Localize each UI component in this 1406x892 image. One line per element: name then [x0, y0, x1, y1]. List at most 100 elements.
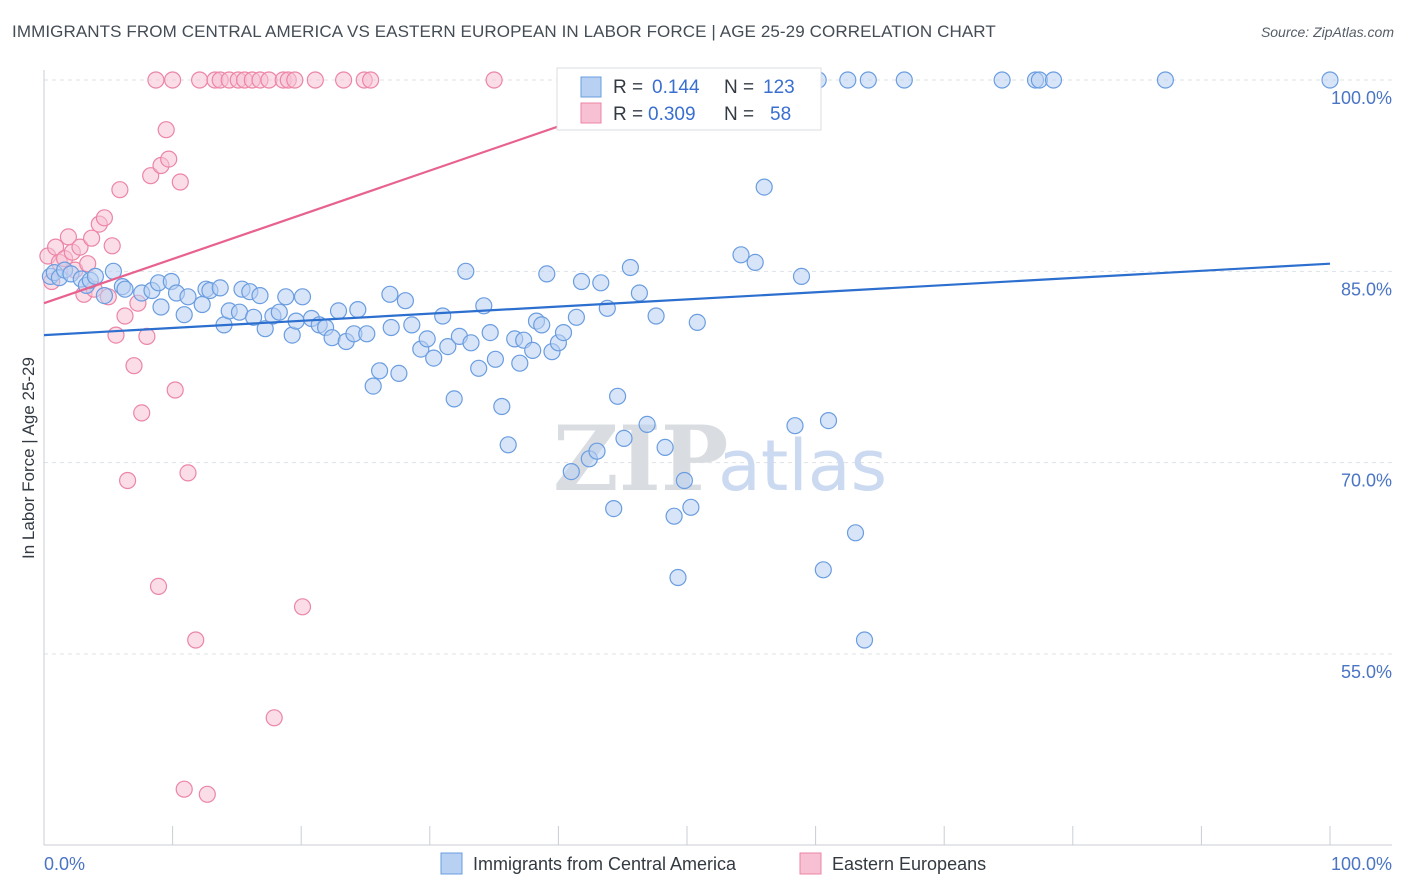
point-central-america-84	[588, 442, 606, 460]
series-central-america	[41, 71, 1339, 649]
point-central-america-49	[371, 362, 389, 380]
point-central-america-42	[323, 329, 341, 347]
point-eastern-europeans-33	[171, 173, 189, 191]
point-central-america-12	[116, 280, 134, 298]
point-central-america-93	[647, 307, 665, 325]
point-central-america-94	[656, 438, 674, 456]
series-legend: Immigrants from Central America Eastern …	[440, 852, 986, 875]
watermark-atlas: atlas	[718, 425, 887, 507]
point-central-america-60	[445, 390, 463, 408]
point-eastern-europeans-18	[111, 181, 129, 199]
point-central-america-103	[786, 417, 804, 435]
legend-swatch-eastern-europeans	[799, 852, 822, 875]
legend-label-central-america: Immigrants from Central America	[473, 854, 737, 874]
point-central-america-64	[470, 359, 488, 377]
point-central-america-35	[277, 288, 295, 306]
point-central-america-104	[792, 267, 811, 285]
point-central-america-118	[1321, 71, 1339, 89]
point-central-america-113	[993, 71, 1011, 89]
point-central-america-95	[665, 507, 683, 525]
point-eastern-europeans-25	[142, 167, 160, 185]
point-central-america-10	[95, 287, 114, 305]
stats-legend-swatch-blue	[580, 76, 602, 98]
y-tick-labels: 100.0% 85.0% 70.0% 55.0%	[1331, 88, 1392, 682]
point-central-america-31	[251, 287, 269, 305]
point-central-america-87	[605, 500, 623, 518]
point-central-america-80	[562, 463, 580, 481]
y-axis-label: In Labor Force | Age 25-29	[19, 357, 38, 559]
point-eastern-europeans-35	[179, 464, 197, 482]
point-central-america-16	[152, 298, 170, 316]
point-central-america-53	[396, 292, 414, 310]
point-central-america-50	[382, 318, 400, 337]
point-eastern-europeans-47	[265, 709, 283, 727]
point-eastern-europeans-31	[164, 71, 182, 89]
point-central-america-85	[592, 274, 610, 292]
watermark: ZIP atlas	[553, 406, 887, 512]
point-central-america-102	[755, 178, 773, 196]
point-eastern-europeans-20	[118, 471, 137, 490]
point-central-america-46	[349, 301, 367, 319]
source-credit: Source: ZipAtlas.com	[1260, 24, 1394, 40]
point-central-america-69	[499, 436, 517, 454]
point-central-america-71	[511, 354, 529, 372]
point-central-america-38	[293, 288, 312, 306]
point-central-america-107	[846, 524, 865, 542]
point-central-america-98	[675, 471, 694, 490]
point-central-america-105	[814, 561, 832, 579]
point-eastern-europeans-11	[82, 229, 101, 247]
stats-r-label-pink: R =	[613, 104, 643, 125]
point-central-america-110	[839, 71, 857, 89]
legend-swatch-central-america	[440, 852, 463, 875]
point-eastern-europeans-56	[485, 71, 503, 89]
point-central-america-63	[462, 334, 480, 352]
point-central-america-51	[381, 285, 399, 303]
y-tick-label-70: 70.0%	[1341, 471, 1392, 491]
point-central-america-75	[533, 316, 551, 334]
point-central-america-43	[329, 302, 348, 320]
point-central-america-47	[358, 325, 376, 343]
point-eastern-europeans-26	[147, 71, 165, 89]
y-tick-label-55: 55.0%	[1341, 662, 1392, 682]
point-eastern-europeans-50	[286, 71, 304, 89]
point-eastern-europeans-21	[125, 357, 143, 375]
point-eastern-europeans-10	[79, 255, 97, 273]
stats-r-label-blue: R =	[613, 77, 643, 98]
point-central-america-54	[403, 316, 421, 334]
point-central-america-88	[608, 387, 627, 405]
point-central-america-66	[481, 324, 499, 342]
stats-legend-swatch-pink	[580, 102, 602, 124]
point-central-america-79	[554, 324, 573, 342]
point-central-america-99	[688, 313, 706, 331]
point-central-america-30	[245, 308, 263, 326]
point-central-america-52	[390, 364, 408, 382]
trendline-central-america	[43, 262, 1331, 337]
point-central-america-67	[486, 350, 504, 368]
point-eastern-europeans-19	[116, 307, 134, 325]
point-eastern-europeans-29	[157, 121, 175, 139]
point-eastern-europeans-34	[175, 780, 193, 798]
point-central-america-73	[524, 341, 542, 359]
point-central-america-91	[630, 284, 649, 302]
point-central-america-48	[364, 377, 382, 395]
point-central-america-81	[567, 308, 586, 326]
stats-n-value-blue: 123	[763, 77, 795, 98]
point-central-america-116	[1044, 71, 1063, 89]
point-central-america-100	[732, 246, 750, 264]
point-eastern-europeans-55	[362, 71, 380, 89]
point-eastern-europeans-8	[71, 238, 89, 256]
x-axis-ticks	[172, 826, 1331, 845]
point-central-america-24	[211, 279, 229, 297]
point-central-america-111	[859, 71, 877, 89]
point-central-america-97	[682, 498, 700, 516]
stats-r-value-pink: 0.309	[648, 104, 696, 125]
series-eastern-europeans	[39, 71, 677, 803]
point-eastern-europeans-51	[293, 598, 312, 616]
point-central-america-96	[669, 568, 687, 587]
point-eastern-europeans-17	[107, 326, 125, 344]
y-tick-label-85: 85.0%	[1341, 279, 1392, 299]
stats-n-value-pink: 58	[770, 104, 791, 125]
stats-legend: R = 0.144 N = 123 R = 0.309 N = 58	[556, 67, 822, 131]
point-central-america-112	[895, 71, 913, 89]
